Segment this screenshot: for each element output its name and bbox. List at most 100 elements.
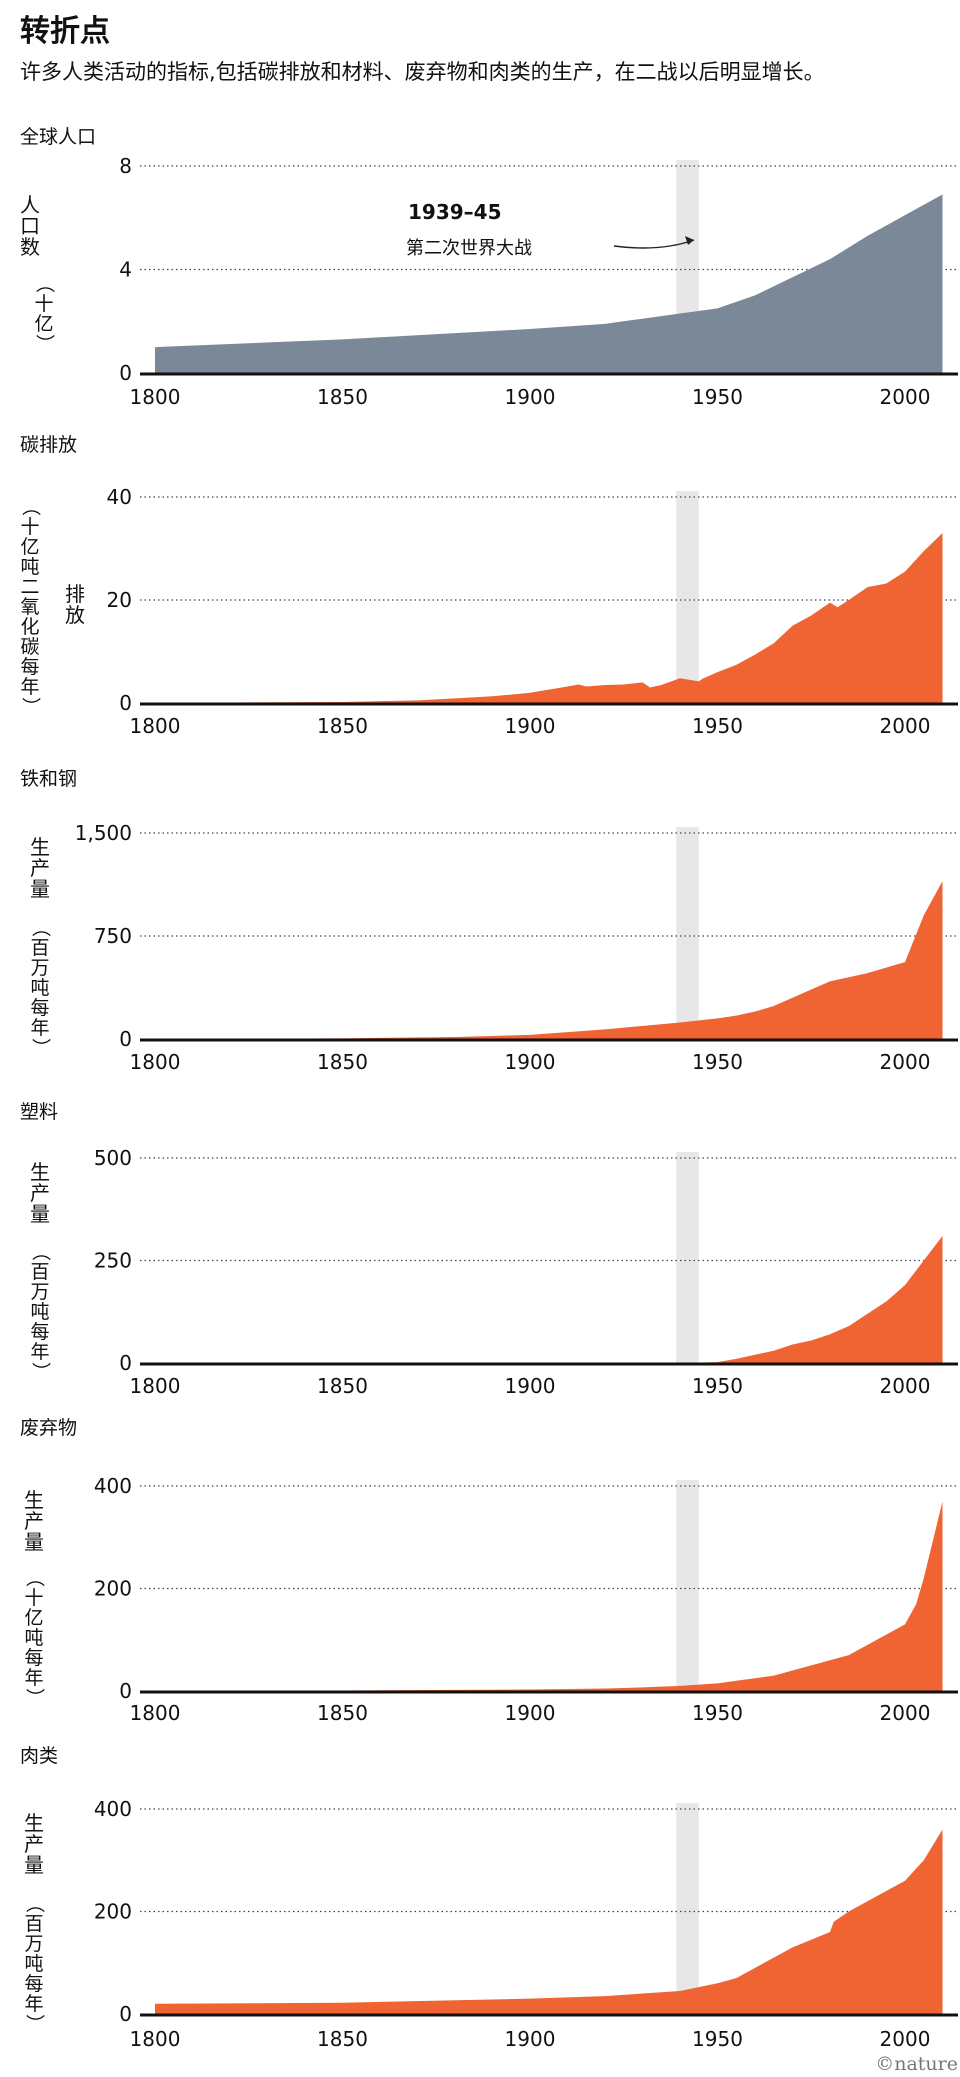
svg-text:百: 百 — [30, 937, 49, 959]
x-tick-label: 1900 — [505, 1701, 556, 1725]
svg-text:十: 十 — [24, 1587, 43, 1609]
y-axis-label: 生产量 — [30, 835, 50, 901]
wwii-band — [676, 1480, 699, 1691]
panel-title: 碳排放 — [20, 434, 77, 456]
y-axis-label: 生产量 — [24, 1488, 44, 1554]
svg-text:万: 万 — [30, 1281, 49, 1303]
x-tick-label: 1900 — [505, 1374, 556, 1398]
area-series — [155, 194, 943, 373]
svg-text:量: 量 — [24, 1853, 44, 1877]
svg-text:（: （ — [20, 497, 42, 516]
y-axis-label: 生产量 — [24, 1811, 44, 1877]
x-tick-label: 1900 — [505, 714, 556, 738]
x-tick-label: 2000 — [880, 1374, 931, 1398]
y-tick-label: 0 — [119, 361, 132, 385]
svg-text:百: 百 — [24, 1913, 43, 1935]
svg-text:每: 每 — [24, 1973, 43, 1995]
x-tick-label: 1850 — [317, 1050, 368, 1074]
svg-text:口: 口 — [20, 214, 40, 238]
svg-text:）: ） — [30, 1362, 52, 1381]
x-tick-label: 1950 — [692, 1701, 743, 1725]
svg-text:生: 生 — [24, 1811, 44, 1835]
svg-text:化: 化 — [20, 616, 39, 638]
svg-text:）: ） — [24, 2014, 46, 2033]
y-tick-label: 500 — [94, 1146, 132, 1170]
svg-text:年: 年 — [20, 676, 39, 698]
svg-text:量: 量 — [30, 877, 50, 901]
x-tick-label: 1950 — [692, 2027, 743, 2051]
chart-subtitle: 许多人类活动的指标,包括碳排放和材料、废弃物和肉类的生产，在二战以后明显增长。 — [20, 60, 825, 84]
svg-text:每: 每 — [30, 997, 49, 1019]
svg-text:）: ） — [24, 1688, 46, 1707]
x-tick-label: 2000 — [880, 2027, 931, 2051]
panel-title: 全球人口 — [20, 126, 96, 148]
svg-text:产: 产 — [24, 1832, 44, 1856]
y-tick-label: 4 — [119, 258, 132, 282]
svg-text:亿: 亿 — [20, 536, 39, 558]
x-tick-label: 2000 — [880, 714, 931, 738]
x-tick-label: 1800 — [130, 1701, 181, 1725]
x-tick-label: 2000 — [880, 1701, 931, 1725]
area-series — [155, 1235, 943, 1363]
x-tick-label: 1950 — [692, 385, 743, 409]
svg-text:年: 年 — [24, 1667, 43, 1689]
panel-title: 肉类 — [20, 1745, 58, 1767]
x-tick-label: 1850 — [317, 1701, 368, 1725]
x-tick-label: 1800 — [130, 385, 181, 409]
svg-text:吨: 吨 — [24, 1627, 43, 1649]
x-tick-label: 1900 — [505, 1050, 556, 1074]
x-tick-label: 1850 — [317, 1374, 368, 1398]
x-tick-label: 2000 — [880, 1050, 931, 1074]
panel-title: 铁和钢 — [20, 768, 77, 790]
annotation-arrowhead — [685, 236, 694, 245]
svg-text:万: 万 — [24, 1933, 43, 1955]
y-tick-label: 250 — [94, 1249, 132, 1273]
x-tick-label: 2000 — [880, 385, 931, 409]
y-tick-label: 0 — [119, 691, 132, 715]
x-tick-label: 1950 — [692, 714, 743, 738]
svg-text:产: 产 — [30, 856, 50, 880]
svg-text:每: 每 — [30, 1321, 49, 1343]
wwii-band — [676, 1152, 699, 1363]
svg-text:亿: 亿 — [34, 313, 53, 335]
svg-text:排: 排 — [65, 582, 85, 606]
svg-text:量: 量 — [24, 1530, 44, 1554]
y-tick-label: 40 — [107, 485, 132, 509]
y-tick-label: 750 — [94, 924, 132, 948]
wwii-band — [676, 491, 699, 703]
x-tick-label: 1950 — [692, 1374, 743, 1398]
x-tick-label: 1800 — [130, 1050, 181, 1074]
y-axis-label: 生产量 — [30, 1160, 50, 1226]
svg-text:（: （ — [34, 274, 56, 293]
svg-text:（: （ — [24, 1894, 46, 1913]
panel-title: 塑料 — [20, 1101, 58, 1123]
svg-text:吨: 吨 — [20, 556, 39, 578]
x-tick-label: 1950 — [692, 1050, 743, 1074]
x-tick-label: 1850 — [317, 714, 368, 738]
svg-text:数: 数 — [20, 235, 40, 259]
y-tick-label: 0 — [119, 2002, 132, 2026]
y-tick-label: 0 — [119, 1027, 132, 1051]
svg-text:年: 年 — [30, 1341, 49, 1363]
nature-credit: ©nature — [875, 2053, 958, 2075]
svg-text:放: 放 — [65, 603, 85, 627]
y-tick-label: 8 — [119, 154, 132, 178]
svg-text:生: 生 — [24, 1488, 44, 1512]
svg-text:十: 十 — [20, 516, 39, 538]
x-tick-label: 1800 — [130, 2027, 181, 2051]
svg-text:年: 年 — [24, 1993, 43, 2015]
y-tick-label: 0 — [119, 1351, 132, 1375]
svg-text:）: ） — [30, 1038, 52, 1057]
svg-text:人: 人 — [20, 193, 40, 217]
x-tick-label: 1850 — [317, 385, 368, 409]
y-axis-label: 排放 — [65, 582, 85, 627]
x-tick-label: 1900 — [505, 385, 556, 409]
